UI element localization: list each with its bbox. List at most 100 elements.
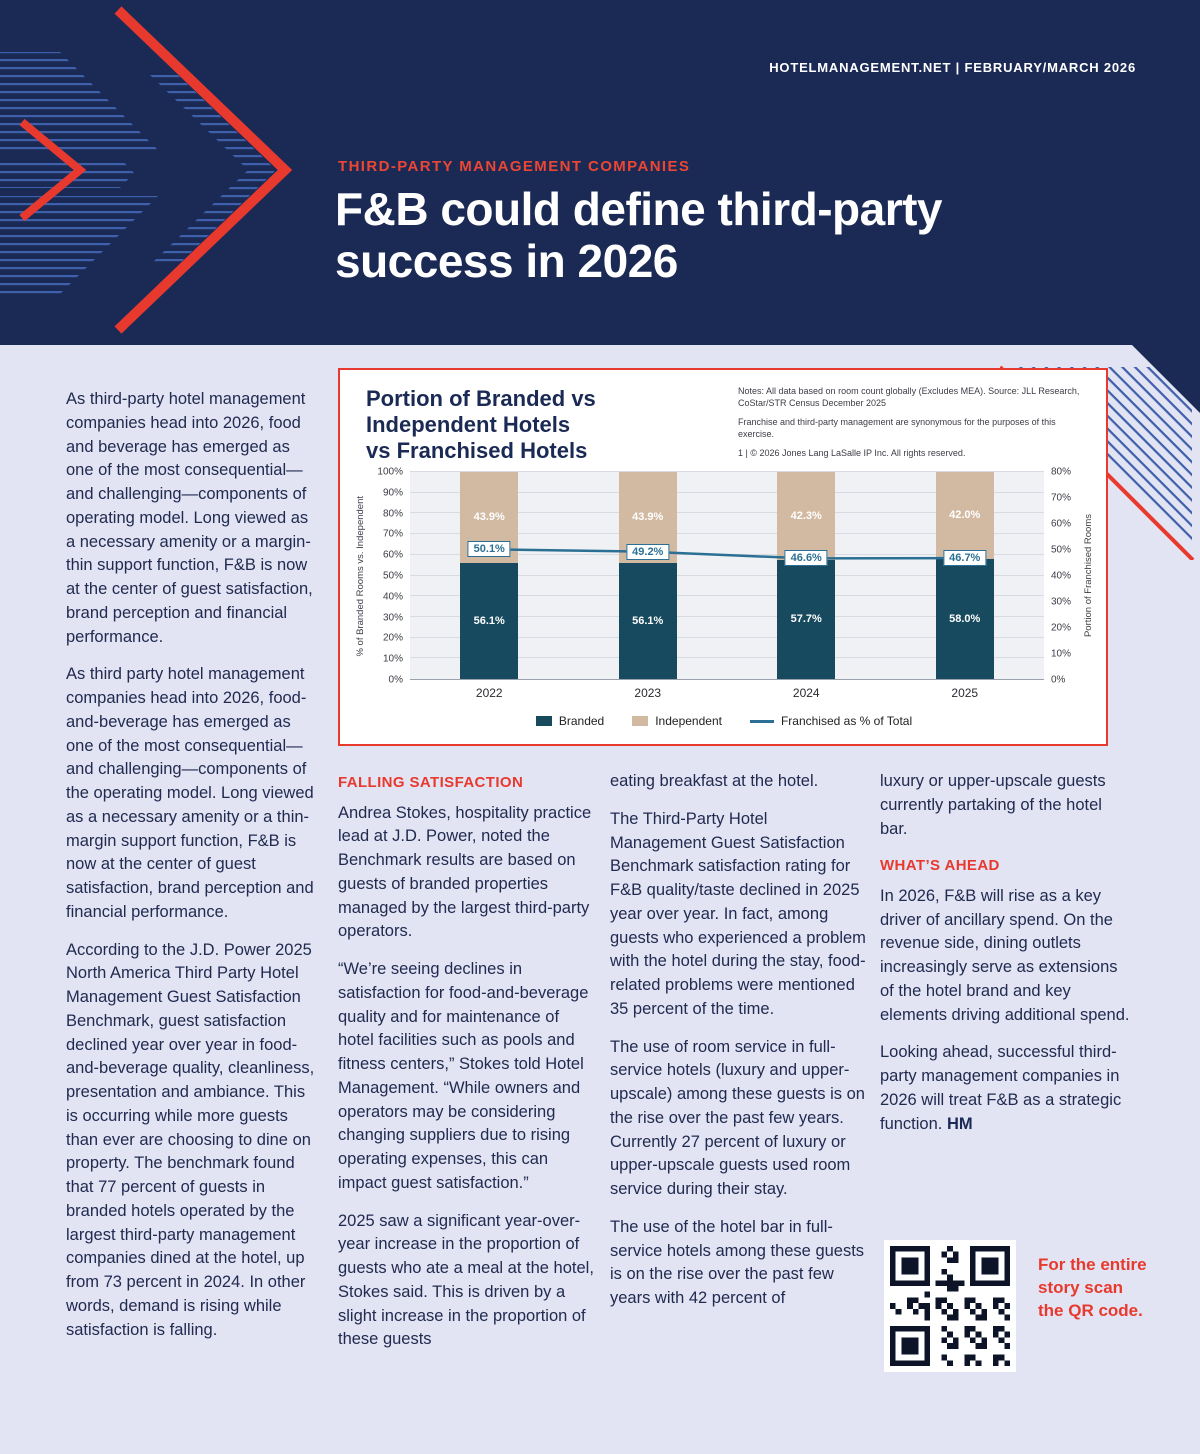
article-column-1: As third-party hotel management companie… [66, 388, 320, 1356]
left-axis-title-text: % of Branded Rooms vs. Independent [354, 495, 366, 657]
left-axis-tick-label: 90% [382, 487, 403, 499]
x-axis-label: 2022 [475, 686, 503, 700]
gridline [410, 615, 1044, 617]
right-axis-tick-label: 70% [1051, 492, 1072, 504]
left-axis-tick-label: 0% [388, 674, 403, 686]
left-axis-tick-label: 30% [382, 612, 403, 624]
left-axis-ticks: 0% 10% 20% 30% 40% 50% 60% 70% 80% 90% 100% [368, 467, 410, 686]
left-axis-tick-label: 60% [382, 549, 403, 561]
gridline [410, 636, 1044, 638]
bar-branded [777, 559, 836, 679]
gridline [410, 657, 1044, 659]
bar-branded [935, 558, 994, 679]
bar-independent [777, 472, 836, 560]
left-axis-tick-label: 100% [377, 466, 403, 478]
legend-swatch-branded [535, 716, 552, 726]
bar-value-label: 57.7% [790, 613, 822, 626]
legend-label: Independent [655, 714, 722, 728]
right-axis-title-text: Portion of Franchised Rooms [1082, 514, 1094, 638]
qr-caption: For the entire story scan the QR code. [1038, 1255, 1147, 1320]
x-axis-label: 2025 [951, 686, 979, 700]
gridline [410, 574, 1044, 576]
gridline [410, 491, 1044, 493]
paragraph: As third party hotel management companie… [66, 665, 314, 921]
bar-value-label: 42.0% [949, 509, 981, 522]
chart-plot: 56.1% 43.9% 56.1% 43.9% 57.7% 42.3% 58.0% 42.0%… [410, 471, 1044, 680]
paragraph: “We’re seeing declines in satisfaction f… [338, 960, 589, 1192]
section-heading-whats-ahead: WHAT’S AHEAD [880, 857, 1000, 875]
paragraph: eating breakfast at the hotel. [610, 772, 819, 790]
legend-swatch-franchised-as-of-total [749, 719, 774, 723]
paragraph: Andrea Stokes, hospitality practice lead… [338, 803, 592, 941]
left-axis-tick-label: 80% [382, 508, 403, 520]
line-value-label: 46.7% [943, 550, 987, 567]
gridline [410, 533, 1044, 535]
paragraph: The use of room service in full-service … [610, 1037, 865, 1199]
bar-value-label: 43.9% [473, 511, 505, 524]
paragraph: In 2026, F&B will rise as a key driver o… [880, 886, 1130, 1024]
right-axis-ticks: 0% 10% 20% 30% 40% 50% 60% 70% 80% [1044, 467, 1080, 686]
right-axis-tick-label: 50% [1051, 544, 1072, 556]
article-column-2: FALLING SATISFACTION Andrea Stokes, hosp… [338, 770, 596, 1366]
right-axis-tick-label: 80% [1051, 466, 1072, 478]
legend-item: Branded [535, 714, 605, 728]
qr-code [884, 1240, 1016, 1372]
gridline [410, 471, 1044, 472]
chart-notes: Notes: All data based on room count glob… [738, 386, 1080, 466]
paragraph: As third-party hotel management companie… [66, 390, 313, 646]
closing-text: Looking ahead, successful third-party ma… [880, 1043, 1122, 1133]
legend-label: Franchised as % of Total [780, 714, 913, 728]
header-arrow-decoration-icon [0, 6, 293, 334]
right-axis-tick-label: 20% [1051, 622, 1072, 634]
chart-note: Notes: All data based on room count glob… [738, 386, 1080, 408]
line-value-label: 49.2% [626, 543, 670, 560]
left-axis-tick-label: 20% [382, 632, 403, 644]
paragraph: According to the J.D. Power 2025 North A… [66, 940, 315, 1339]
right-axis-tick-label: 40% [1051, 570, 1072, 582]
gridline [410, 512, 1044, 514]
gridline [410, 595, 1044, 597]
legend-label: Branded [558, 714, 605, 728]
line-value-label: 46.6% [784, 550, 828, 567]
article-column-3: eating breakfast at the hotel. The Third… [610, 770, 866, 1325]
paragraph: The use of the hotel bar in full-service… [610, 1217, 865, 1307]
headline: F&B could define third-party success in … [335, 183, 943, 287]
left-axis-title: % of Branded Rooms vs. Independent [352, 472, 368, 680]
bar-branded [460, 562, 519, 679]
bar-value-label: 43.9% [632, 511, 664, 524]
left-axis-tick-label: 70% [382, 528, 403, 540]
line-value-label: 50.1% [467, 541, 511, 558]
left-axis-tick-label: 10% [382, 653, 403, 665]
right-axis-title: Portion of Franchised Rooms [1080, 472, 1096, 680]
kicker: THIRD-PARTY MANAGEMENT COMPANIES [338, 158, 691, 175]
x-axis-labels: 2022 2023 2024 2025 [410, 680, 1044, 700]
qr-block: For the entire story scan the QR code. [884, 1240, 1150, 1372]
legend-item: Franchised as % of Total [749, 714, 913, 728]
legend-swatch-independent [632, 716, 649, 726]
x-axis-label: 2023 [634, 686, 662, 700]
paragraph: Looking ahead, successful third-party ma… [880, 1041, 1132, 1136]
right-axis-tick-label: 30% [1051, 596, 1072, 608]
x-axis-label: 2024 [792, 686, 820, 700]
chart-panel: Portion of Branded vs Independent Hotels… [338, 368, 1108, 746]
paragraph: The Third-Party Hotel Management Guest S… [610, 809, 866, 1018]
paragraph: luxury or upper-upscale guests currently… [880, 772, 1106, 838]
chart-note: Franchise and third-party management are… [738, 416, 1056, 439]
bar-branded [618, 562, 677, 679]
bar-value-label: 42.3% [790, 509, 822, 522]
right-axis-tick-label: 0% [1051, 674, 1066, 686]
chart-row: % of Branded Rooms vs. Independent 0% 10%… [352, 467, 1096, 686]
chart-title: Portion of Branded vs Independent Hotels… [366, 386, 596, 463]
end-mark: HM [946, 1114, 973, 1133]
paragraph: 2025 saw a significant year-over-year in… [338, 1211, 594, 1349]
right-axis-tick-label: 60% [1051, 518, 1072, 530]
chart-note: 1 | © 2026 Jones Lang LaSalle IP Inc. Al… [738, 447, 966, 458]
left-axis-tick-label: 40% [382, 591, 403, 603]
chart-legend: Branded Independent Franchised as % of Tot… [352, 714, 1096, 728]
right-axis-tick-label: 10% [1051, 648, 1072, 660]
left-axis-tick-label: 50% [382, 570, 403, 582]
section-heading-falling-satisfaction: FALLING SATISFACTION [338, 774, 524, 791]
qr-code-icon [890, 1246, 1010, 1366]
header-band: HOTELMANAGEMENT.NET | FEBRUARY/MARCH 202… [0, 0, 1200, 345]
franchised-line [489, 548, 965, 560]
